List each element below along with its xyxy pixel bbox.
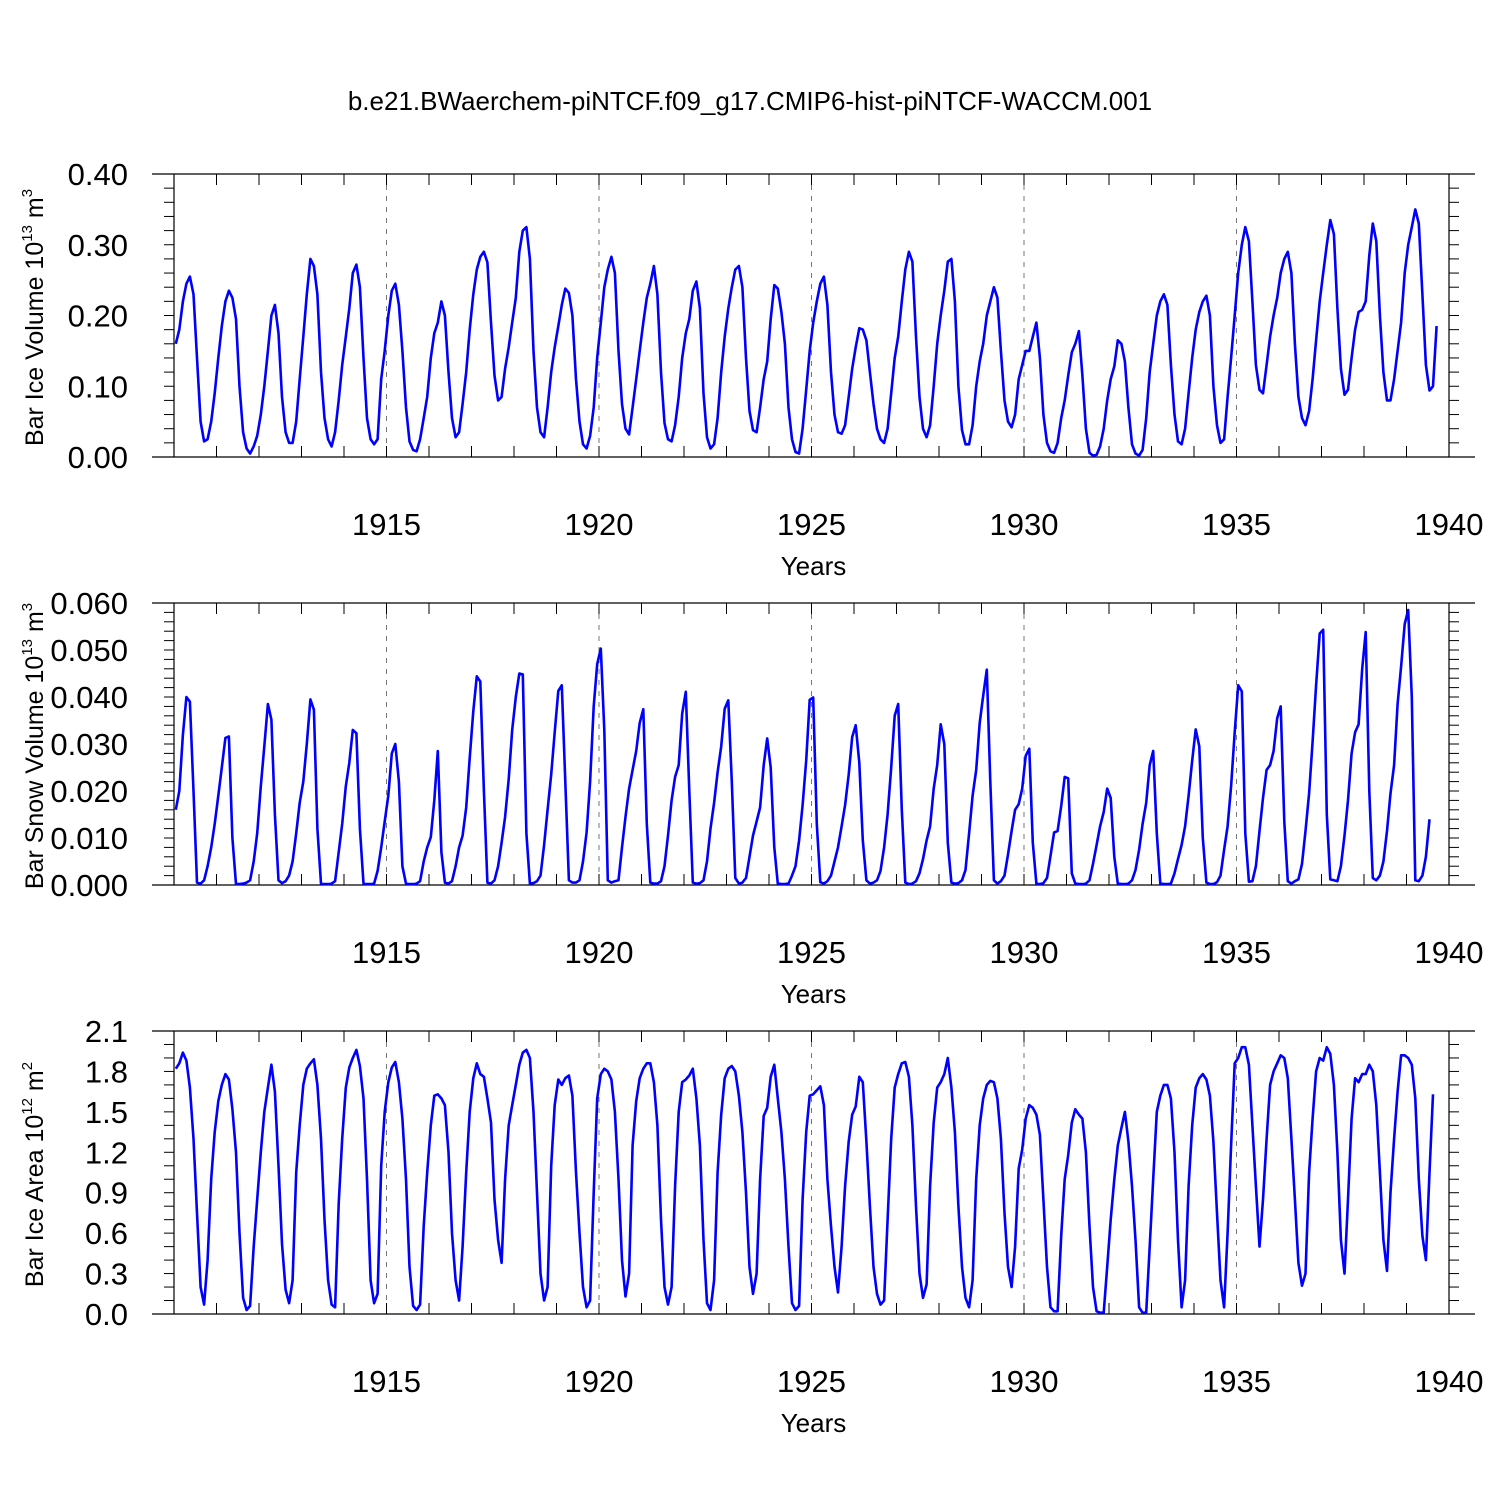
figure-title: b.e21.BWaerchem-piNTCF.f09_g17.CMIP6-his…: [348, 86, 1152, 116]
x-axis-label: Years: [781, 1408, 847, 1438]
y-tick-label: 0.9: [85, 1176, 128, 1211]
x-tick-label: 1925: [777, 507, 846, 542]
x-tick-label: 1915: [352, 507, 421, 542]
y-tick-label: 0.30: [68, 228, 128, 263]
x-axis-label: Years: [781, 979, 847, 1009]
x-tick-label: 1935: [1202, 1364, 1271, 1399]
x-tick-label: 1920: [565, 507, 634, 542]
y-axis-label-exp: 13: [19, 225, 36, 242]
series-line: [174, 608, 1431, 886]
x-tick-label: 1920: [565, 1364, 634, 1399]
y-axis-label-text: Bar Ice Volume 10: [21, 242, 49, 446]
y-axis-label-unit-exp: 2: [19, 1062, 36, 1070]
y-axis-label-text: Bar Snow Volume 10: [21, 656, 49, 889]
series-line: [174, 208, 1438, 457]
y-tick-label: 1.2: [85, 1135, 128, 1170]
y-tick-label: 0.20: [68, 299, 128, 334]
y-tick-label: 0.0: [85, 1297, 128, 1332]
y-tick-label: 0.010: [50, 821, 128, 856]
y-tick-label: 1.8: [85, 1054, 128, 1089]
panel-1: 0.00 0.10 0.20 0.30 0.40 1915 1920 1925 1930 1935…: [19, 157, 1483, 581]
x-tick-label: 1925: [777, 1364, 846, 1399]
y-tick-label: 0.3: [85, 1257, 128, 1292]
x-tick-label: 1935: [1202, 935, 1271, 970]
x-tick-label: 1940: [1415, 507, 1484, 542]
x-tick-label: 1930: [990, 1364, 1059, 1399]
x-tick-label: 1915: [352, 1364, 421, 1399]
x-axis-label: Years: [781, 551, 847, 581]
panel-2: 0.000 0.010 0.020 0.030 0.040 0.050 0.060 1915 1…: [19, 586, 1483, 1009]
x-tick-label: 1940: [1415, 1364, 1484, 1399]
y-axis-label: Bar Ice Area 1012 m2: [19, 1062, 49, 1287]
x-tick-label: 1925: [777, 935, 846, 970]
y-axis-label: Bar Ice Volume 1013 m3: [19, 189, 49, 446]
y-axis-label: Bar Snow Volume 1013 m3: [19, 603, 49, 889]
panel-3: 0.0 0.3 0.6 0.9 1.2 1.5 1.8 2.1 1915 1920 1925 1930…: [19, 1014, 1483, 1438]
y-axis-label-unit-exp: 3: [19, 189, 36, 197]
y-axis-label-unit-exp: 3: [19, 603, 36, 611]
x-tick-label: 1930: [990, 935, 1059, 970]
y-axis-label-unit: m: [21, 197, 49, 225]
y-axis-label-unit: m: [21, 611, 49, 639]
panels: 0.00 0.10 0.20 0.30 0.40 1915 1920 1925 1930 1935…: [19, 157, 1483, 1438]
y-axis-label-exp: 12: [19, 1098, 36, 1115]
y-tick-label: 0.6: [85, 1216, 128, 1251]
y-tick-label: 0.030: [50, 727, 128, 762]
y-tick-label: 0.050: [50, 633, 128, 668]
x-tick-label: 1935: [1202, 507, 1271, 542]
series-line: [174, 1045, 1435, 1314]
y-tick-label: 0.000: [50, 868, 128, 903]
x-tick-label: 1920: [565, 935, 634, 970]
y-tick-label: 0.040: [50, 680, 128, 715]
y-tick-label: 0.40: [68, 157, 128, 192]
y-axis-label-unit: m: [21, 1070, 49, 1098]
y-axis-label-text: Bar Ice Area 10: [21, 1115, 49, 1287]
y-tick-label: 0.00: [68, 440, 128, 475]
y-tick-label: 0.060: [50, 586, 128, 621]
y-tick-label: 0.020: [50, 774, 128, 809]
x-tick-label: 1940: [1415, 935, 1484, 970]
y-tick-label: 1.5: [85, 1095, 128, 1130]
y-tick-label: 0.10: [68, 369, 128, 404]
x-tick-label: 1930: [990, 507, 1059, 542]
x-tick-label: 1915: [352, 935, 421, 970]
y-axis-label-exp: 13: [19, 639, 36, 656]
y-tick-label: 2.1: [85, 1014, 128, 1049]
